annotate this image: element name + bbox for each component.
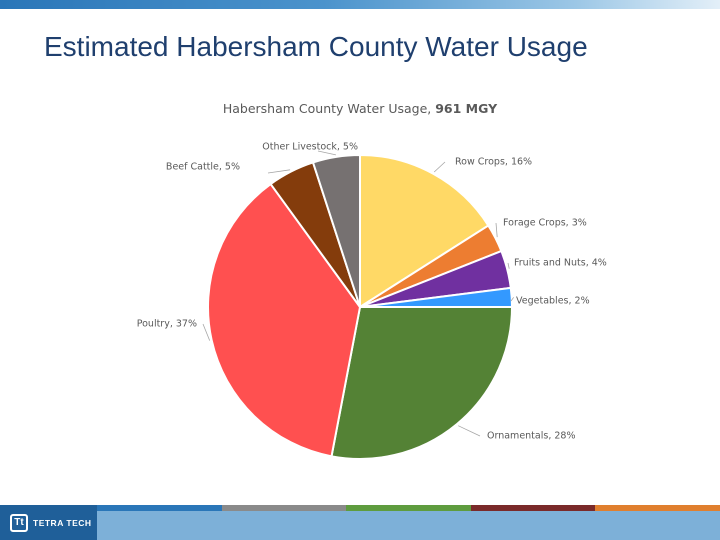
slice-label: Poultry, 37% [137,319,197,330]
chart-title-value: 961 MGY [435,101,498,116]
footer-logo: Tt TETRA TECH [0,505,97,540]
footer-stripe [346,505,471,511]
leader-line [507,262,510,269]
footer-stripes [97,505,720,511]
pie-slice [330,306,514,460]
leader-line [458,425,481,437]
slice-label: Row Crops, 16% [455,157,532,168]
leader-line [202,323,211,341]
slice-labels: Row Crops, 16% Forage Crops, 3% Fruits and… [137,142,607,442]
leader-line [510,297,515,302]
pie-slice [311,153,361,308]
tetra-tech-logo-icon: Tt [10,513,28,532]
top-accent-bar [0,0,720,9]
leader-line [495,222,498,238]
chart-title: Habersham County Water Usage, 961 MGY [223,101,498,116]
pie-slice [207,182,362,458]
leader-line [317,150,336,156]
slice-label: Other Livestock, 5% [262,142,358,153]
chart-title-text: Habersham County Water Usage, [223,101,431,116]
footer-stripe [470,505,596,511]
slice-label: Beef Cattle, 5% [166,162,240,173]
pie-slice [359,153,490,309]
pie-slices [207,153,514,460]
slide-title: Estimated Habersham County Water Usage [44,31,588,62]
slice-label: Forage Crops, 3% [503,218,587,229]
logo-text: TETRA TECH [33,517,92,528]
footer-band [97,511,720,540]
footer-stripe [221,505,347,511]
slice-label: Vegetables, 2% [516,296,590,307]
leader-line [267,169,291,174]
footer-stripe [595,505,720,511]
footer-stripe [97,505,222,511]
slice-label: Ornamentals, 28% [487,431,575,442]
leader-line [433,161,446,173]
slice-label: Fruits and Nuts, 4% [514,258,607,269]
leader-lines [202,150,515,437]
